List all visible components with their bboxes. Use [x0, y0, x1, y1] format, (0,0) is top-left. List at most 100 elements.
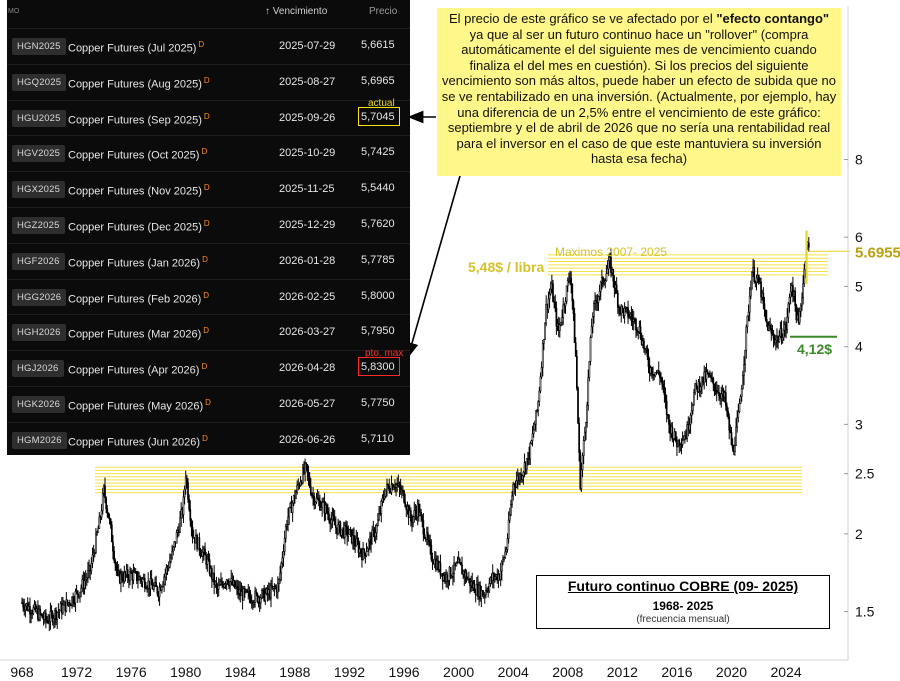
candle — [198, 532, 201, 557]
candlestick-series — [21, 236, 810, 632]
candle — [410, 507, 412, 527]
candle — [585, 421, 587, 441]
contract-name[interactable]: Copper Futures (Sep 2025) D — [68, 111, 210, 127]
candle — [548, 288, 551, 309]
candle — [158, 582, 161, 606]
candle — [731, 438, 734, 452]
futures-row[interactable]: HGK2026 Copper Futures (May 2026) D 2026-05… — [7, 386, 410, 422]
candle — [689, 412, 692, 434]
candle — [270, 579, 272, 608]
candle — [100, 503, 103, 521]
candle — [693, 388, 695, 406]
candle — [679, 442, 682, 452]
candle — [173, 541, 176, 551]
column-header-expiry[interactable]: ↑ Vencimiento — [265, 6, 328, 17]
futures-row[interactable]: HGJ2026 Copper Futures (Apr 2026) D 2026-04… — [7, 348, 410, 386]
candle — [571, 283, 574, 310]
candle — [355, 529, 358, 547]
contract-name[interactable]: Copper Futures (Apr 2026) D — [68, 362, 208, 377]
candle — [740, 384, 743, 402]
contract-name[interactable]: Copper Futures (Dec 2025) D — [68, 219, 210, 234]
candle — [521, 474, 524, 483]
candle — [384, 489, 387, 498]
candle — [93, 549, 96, 558]
futures-row[interactable]: HGV2025 Copper Futures (Oct 2025) D 2025-10… — [7, 135, 410, 171]
candle — [447, 579, 450, 590]
candle — [566, 277, 569, 293]
column-header-price[interactable]: Precio — [369, 6, 398, 17]
candle — [121, 570, 123, 583]
contract-name[interactable]: Copper Futures (Nov 2025) D — [68, 183, 210, 198]
candle — [429, 534, 432, 555]
candle — [628, 310, 631, 319]
candle — [762, 287, 765, 309]
candle — [543, 339, 545, 351]
futures-row[interactable]: HGN2025 Copper Futures (Jul 2025) D 2025-07… — [7, 28, 410, 64]
expiry-date: 2026-04-28 — [279, 362, 336, 375]
x-tick-label: 1976 — [116, 664, 147, 680]
candle — [108, 513, 111, 525]
resistance-zone-maximos — [548, 254, 828, 276]
candle — [749, 280, 752, 300]
contract-name[interactable]: Copper Futures (Jan 2026) D — [68, 254, 208, 270]
candle — [686, 421, 689, 443]
futures-row[interactable]: HGM2026 Copper Futures (Jun 2026) D 2026-06… — [7, 421, 410, 458]
candle — [612, 268, 615, 288]
futures-row[interactable]: HGF2026 Copper Futures (Jan 2026) D 2026-01… — [7, 242, 410, 279]
candle — [726, 402, 728, 417]
candle — [223, 582, 226, 589]
candle — [747, 304, 750, 322]
candle — [786, 308, 789, 334]
candle — [164, 568, 167, 586]
futures-row[interactable]: HGG2026 Copper Futures (Feb 2026) D 2026-02… — [7, 278, 410, 315]
candle — [420, 508, 422, 522]
candle — [279, 565, 281, 584]
expiry-date: 2025-08-27 — [279, 75, 336, 88]
futures-row[interactable]: HGX2025 Copper Futures (Nov 2025) D 2025-11… — [7, 171, 410, 207]
contract-price: 5,7110 — [361, 432, 394, 445]
candle — [130, 567, 133, 574]
contract-name[interactable]: Copper Futures (Jul 2025) D — [68, 40, 205, 55]
tag-actual: actual — [368, 97, 395, 109]
candle — [681, 431, 684, 448]
candle — [602, 276, 604, 288]
candle — [760, 277, 762, 304]
candle — [695, 379, 698, 390]
candle — [50, 605, 53, 619]
candle — [414, 504, 417, 521]
candle — [469, 578, 471, 594]
candle — [583, 426, 586, 442]
futures-row[interactable]: HGU2025 Copper Futures (Sep 2025) D 2025-09… — [7, 97, 410, 136]
candle — [116, 561, 119, 577]
candle — [718, 384, 720, 401]
contract-name[interactable]: Copper Futures (Aug 2025) D — [68, 75, 210, 91]
contract-name[interactable]: Copper Futures (May 2026) D — [68, 398, 211, 413]
candle — [780, 320, 783, 345]
delayed-marker: D — [203, 183, 210, 193]
candle — [112, 535, 114, 560]
candle — [296, 480, 299, 495]
candle — [595, 294, 598, 312]
x-tick-label: 1992 — [334, 664, 365, 680]
contract-name[interactable]: Copper Futures (Feb 2026) D — [68, 290, 210, 306]
candle — [299, 476, 302, 487]
y-tick-label: 2.5 — [855, 466, 875, 482]
x-tick-label: 1988 — [279, 664, 310, 680]
candle — [353, 527, 355, 551]
candle — [730, 426, 733, 446]
contract-name[interactable]: Copper Futures (Mar 2026) D — [68, 326, 210, 342]
candle — [201, 545, 204, 564]
futures-row[interactable]: HGQ2025 Copper Futures (Aug 2025) D 2025-08… — [7, 63, 410, 100]
candle — [90, 557, 93, 575]
candle — [246, 588, 248, 593]
contract-code: HGU2025 — [12, 109, 66, 127]
contract-name[interactable]: Copper Futures (Oct 2025) D — [68, 147, 208, 163]
contract-name[interactable]: Copper Futures (Jun 2026) D — [68, 433, 208, 449]
futures-row[interactable]: HGZ2025 Copper Futures (Dec 2025) D 2025-12… — [7, 207, 410, 243]
candle — [545, 295, 548, 327]
candle — [782, 320, 785, 341]
contract-price: 5,7045 — [358, 106, 400, 126]
candle — [757, 274, 760, 285]
candle — [229, 580, 231, 592]
futures-row[interactable]: HGH2026 Copper Futures (Mar 2026) D 2026-03… — [7, 314, 410, 350]
